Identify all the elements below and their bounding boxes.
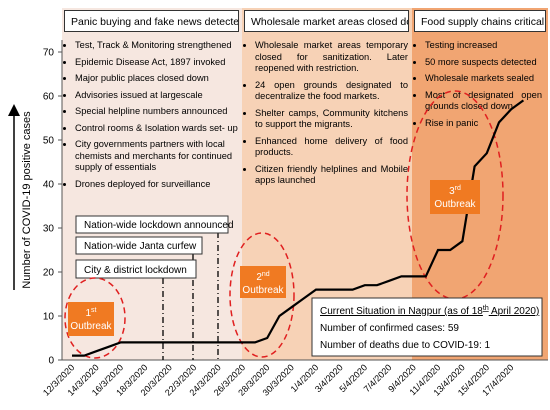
panel-item: 50 more suspects detected [425, 57, 542, 69]
panel-item: Advisories issued at largescale [75, 90, 238, 102]
panel-item: City governments partners with local che… [75, 139, 238, 174]
panel-title: Food supply chains critical [414, 10, 546, 32]
panel-item: Rise in panic [425, 118, 542, 130]
panel-item: Special helpline numbers announced [75, 106, 238, 118]
panel: Wholesale market areas temporary closed … [244, 40, 408, 192]
panel-item: Testing increased [425, 40, 542, 52]
panel-title: Panic buying and fake news detected [64, 10, 239, 32]
panel-item: Citizen friendly helplines and Mobile ap… [255, 164, 408, 187]
panel-item: 24 open grounds designated to decentrali… [255, 80, 408, 103]
panel-item: Shelter camps, Community kitchens to sup… [255, 108, 408, 131]
panel: Testing increased 50 more suspects detect… [414, 40, 542, 134]
panel-item: Wholesale market areas temporary closed … [255, 40, 408, 75]
panel-item: Major public places closed down [75, 73, 238, 85]
panel-item: Drones deployed for surveillance [75, 179, 238, 191]
panel-title: Wholesale market areas closed down [244, 10, 409, 32]
panel-item: Wholesale markets sealed [425, 73, 542, 85]
panel-item: Control rooms & Isolation wards set- up [75, 123, 238, 135]
panel: Test, Track & Monitoring strengthened Epi… [64, 40, 238, 195]
panel-item: Enhanced home delivery of food products. [255, 136, 408, 159]
panel-item: Most of designated open grounds closed d… [425, 90, 542, 113]
panel-item: Epidemic Disease Act, 1897 invoked [75, 57, 238, 69]
panel-item: Test, Track & Monitoring strengthened [75, 40, 238, 52]
